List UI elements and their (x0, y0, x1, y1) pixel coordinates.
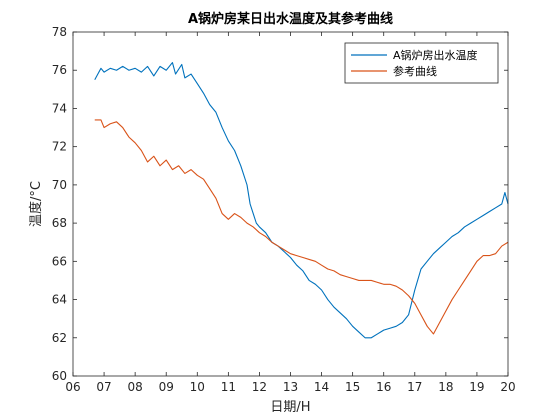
y-tick-label: 78 (52, 25, 67, 39)
y-tick-label: 64 (52, 293, 67, 307)
legend: A锅炉房出水温度 参考曲线 (344, 42, 499, 84)
y-tick-label: 68 (52, 216, 67, 230)
chart-title: A锅炉房某日出水温度及其参考曲线 (188, 11, 393, 27)
x-tick-label: 13 (283, 380, 298, 394)
y-tick-label: 66 (52, 254, 67, 268)
series-line-1 (94, 62, 509, 339)
y-axis-label: 温度/°C (28, 181, 44, 227)
x-tick-label: 11 (221, 380, 236, 394)
x-tick-label: 06 (65, 380, 80, 394)
x-tick-label: 10 (190, 380, 205, 394)
x-tick-label: 12 (252, 380, 267, 394)
x-tick-label: 18 (438, 380, 453, 394)
legend-label-series-1: A锅炉房出水温度 (393, 48, 478, 62)
series-line-2 (94, 119, 509, 335)
plot-frame (72, 31, 509, 377)
plot-area (73, 32, 508, 376)
y-tick-label: 76 (52, 63, 67, 77)
tick-layer: 06 07 08 09 10 11 12 13 14 15 16 17 18 19 20 60 62 64 66 68… (52, 25, 516, 394)
series-layer (94, 62, 509, 339)
legend-label-series-2: 参考曲线 (393, 64, 437, 78)
y-tick-label: 70 (52, 178, 67, 192)
x-tick-label: 17 (407, 380, 422, 394)
y-tick-label: 62 (52, 331, 67, 345)
x-tick-label: 16 (376, 380, 391, 394)
y-tick-label: 72 (52, 140, 67, 154)
x-axis-label: 日期/H (270, 400, 310, 415)
y-tick-label: 60 (52, 369, 67, 383)
x-tick-label: 14 (314, 380, 329, 394)
x-tick-label: 09 (159, 380, 174, 394)
x-tick-label: 19 (469, 380, 484, 394)
x-tick-label: 08 (128, 380, 143, 394)
legend-box (344, 42, 499, 84)
x-tick-label: 20 (500, 380, 515, 394)
y-tick-label: 74 (52, 101, 67, 115)
x-tick-label: 15 (345, 380, 360, 394)
x-tick-label: 07 (96, 380, 111, 394)
